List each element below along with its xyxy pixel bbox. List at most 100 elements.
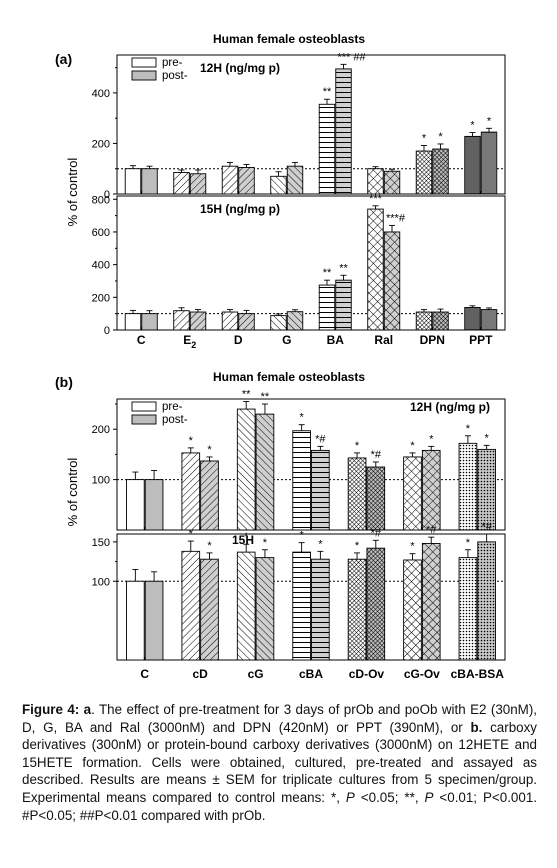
bar-pre [221,311,239,331]
y-tick-label: 100 [92,576,110,588]
significance-mark: * [207,540,212,552]
significance-mark: *** [369,193,383,205]
y-tick-label: 0 [104,189,110,201]
significance-mark: * [485,432,490,444]
bar-pre [292,551,311,661]
bar-pre [458,442,478,531]
figure-caption: Figure 4: a. The effect of pre-treatment… [22,701,537,824]
bar-pre [181,550,201,661]
caption-part-b: b. [470,719,483,735]
bar-post [238,167,255,195]
significance-mark: *# [426,524,437,536]
bar-post [480,309,498,331]
category-label: D [234,333,243,347]
bar-pre [367,168,384,195]
significance-mark: *** ## [338,51,367,63]
bar-post [366,547,386,661]
significance-mark: * [466,423,471,435]
bar-post [286,311,304,331]
bar-post [141,168,158,195]
panel-b-title: Human female osteoblasts [213,370,365,384]
y-tick-label: 100 [92,475,110,487]
bar-pre [415,150,433,195]
bar-pre [415,311,433,331]
bar-pre [403,559,422,661]
bar-pre [124,168,142,195]
plot-frame [116,533,506,661]
category-label: Ral [374,333,393,347]
significance-mark: ** [323,267,332,279]
caption-t1: <0.05; **, [354,789,425,805]
category-label: cBA [299,667,323,681]
significance-mark: * [429,433,434,445]
legend-swatch-post [131,414,157,425]
category-label: C [140,667,149,681]
significance-mark: ** [261,391,270,403]
significance-mark: * [466,537,471,549]
bar-post [421,449,441,531]
caption-text-a: . The effect of pre-treatment for 3 days… [22,702,537,735]
bar-pre [464,306,481,331]
category-label: DPN [420,333,445,347]
bar-post [383,231,401,331]
bar-post [311,558,330,661]
bar-post [141,313,158,331]
significance-mark: * [299,530,304,542]
bar-post [311,449,330,531]
bar-post [200,460,219,531]
category-label: cBA-BSA [451,667,505,681]
bar-pre [347,457,367,531]
bar-pre [403,456,422,531]
category-label: cG [248,667,264,681]
bar-pre [367,208,384,331]
category-label: cD [192,667,208,681]
bar-post [477,448,496,531]
panel-a-ylabel: % of control [65,158,80,227]
significance-mark: * [470,120,475,132]
subplot-label: 15H [232,533,254,547]
bar-post [189,311,207,331]
y-tick-label: 600 [92,227,110,239]
significance-mark: * [422,132,427,144]
bar-post [480,131,498,195]
category-label: C [137,333,146,347]
panel-a-label: (a) [55,51,72,67]
y-tick-label: 800 [92,194,110,206]
y-tick-label: 400 [92,88,110,100]
bar-pre [318,103,336,195]
bar-post [255,557,275,661]
significance-mark: ** [242,389,251,401]
caption-p1: P [345,789,355,805]
significance-mark: * [318,538,323,550]
legend-label: pre- [162,57,183,69]
bar-post [144,479,164,531]
bar-post [335,68,352,195]
legend-label: post- [162,414,188,426]
caption-label: Figure 4: [22,702,80,717]
significance-mark: ***# [386,212,406,224]
bar-post [286,165,304,195]
subplot-label: 12H (ng/mg p) [200,61,280,75]
bar-post [335,279,352,331]
category-label: PPT [469,333,493,347]
bar-post [432,311,449,331]
bar-pre [221,165,239,195]
significance-mark: ** [323,86,332,98]
significance-mark: * [189,528,194,540]
significance-mark: ** [339,262,348,274]
caption-p2: P [424,789,434,805]
legend-label: pre- [162,401,183,413]
legend-swatch-post [131,70,157,81]
significance-mark: * [263,537,268,549]
panel-b-label: (b) [55,374,73,390]
bar-pre [173,310,190,331]
significance-mark: * [438,131,443,143]
bar-pre [173,172,190,195]
bar-pre [124,313,142,331]
bar-pre [270,315,287,331]
caption-t2: <0.01; P<0.001. #P<0.05; ##P<0.01 compar… [22,789,537,823]
y-tick-label: 0 [104,325,110,337]
bar-pre [458,557,478,661]
bar-pre [270,175,287,195]
